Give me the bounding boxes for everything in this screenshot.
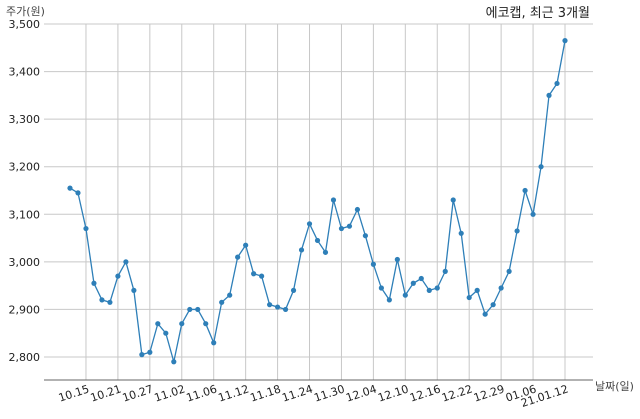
- x-tick-label: 11.02: [153, 382, 187, 404]
- data-point: [530, 211, 536, 217]
- data-point: [330, 197, 337, 203]
- y-axis-ticks: 2,800 2,900 3,000 3,100 3,200 3,300 3,400 3,500: [9, 18, 41, 364]
- y-tick-label: 3,500: [9, 18, 41, 31]
- data-point: [554, 80, 560, 87]
- data-point: [426, 287, 432, 293]
- data-point: [163, 330, 169, 336]
- data-point: [147, 349, 153, 355]
- data-point: [394, 256, 400, 263]
- x-tick-label: 10.27: [121, 382, 155, 404]
- data-point: [139, 352, 145, 358]
- series-line: [69, 40, 566, 362]
- x-tick-label: 11.24: [280, 382, 314, 404]
- data-point: [290, 287, 297, 293]
- x-tick-label: 12.29: [472, 382, 506, 404]
- data-point: [107, 299, 113, 305]
- data-point: [211, 340, 217, 346]
- data-point: [482, 311, 488, 317]
- data-point: [187, 306, 193, 313]
- data-point: [514, 228, 520, 234]
- data-point: [123, 259, 129, 265]
- data-point: [546, 92, 552, 98]
- data-point: [99, 297, 105, 303]
- data-point: [378, 285, 384, 291]
- x-tick-label: 11.18: [249, 382, 283, 404]
- x-tick-label: 10.21: [89, 382, 123, 404]
- y-tick-label: 2,900: [9, 303, 41, 316]
- y-tick-label: 2,800: [9, 351, 41, 364]
- data-point: [410, 280, 416, 286]
- x-tick-label: 12.16: [408, 382, 442, 404]
- data-point: [450, 197, 456, 203]
- data-point: [314, 237, 321, 244]
- grid-lines: [44, 23, 593, 380]
- data-point: [458, 230, 464, 236]
- data-point: [131, 287, 137, 293]
- data-point: [298, 247, 305, 253]
- y-tick-label: 3,400: [9, 66, 41, 79]
- data-point: [402, 292, 408, 298]
- x-tick-label: 10.15: [57, 382, 91, 404]
- y-tick-label: 3,200: [9, 161, 41, 174]
- data-point: [466, 294, 472, 301]
- x-tick-label: 11.30: [312, 382, 346, 404]
- data-point: [243, 242, 249, 248]
- data-point: [386, 297, 392, 303]
- data-point: [362, 233, 368, 239]
- data-point: [75, 190, 81, 196]
- data-points: [67, 38, 568, 365]
- data-point: [322, 249, 329, 255]
- y-tick-label: 3,300: [9, 113, 41, 126]
- data-point: [562, 38, 568, 44]
- data-point: [195, 306, 201, 313]
- data-point: [418, 275, 424, 282]
- y-tick-label: 3,000: [9, 256, 41, 269]
- y-axis-label: 주가(원): [6, 5, 45, 18]
- data-point: [282, 306, 289, 313]
- x-axis-label: 날짜(일): [595, 379, 634, 393]
- data-point: [203, 321, 209, 327]
- data-point: [346, 223, 353, 229]
- data-point: [498, 285, 504, 291]
- data-point: [171, 359, 177, 365]
- chart-title: 에코캡, 최근 3개월: [486, 6, 590, 21]
- x-axis-ticks: 10.1510.2110.2711.0211.0611.1211.1811.24…: [57, 382, 570, 410]
- data-point: [306, 221, 313, 227]
- data-point: [354, 206, 361, 213]
- data-point: [338, 225, 345, 232]
- data-point: [538, 164, 544, 170]
- data-point: [219, 299, 225, 305]
- x-tick-label: 11.12: [217, 382, 251, 404]
- data-point: [91, 280, 97, 286]
- data-point: [474, 287, 480, 293]
- x-tick-label: 11.06: [185, 382, 219, 404]
- x-tick-label: 12.22: [440, 382, 474, 404]
- data-point: [227, 292, 233, 298]
- y-tick-label: 3,100: [9, 208, 41, 221]
- data-point: [179, 321, 185, 327]
- data-point: [235, 254, 241, 260]
- data-point: [434, 285, 440, 291]
- data-point: [83, 225, 89, 232]
- data-point: [251, 271, 257, 277]
- data-point: [155, 321, 161, 327]
- data-point: [506, 268, 512, 274]
- data-point: [267, 302, 273, 308]
- data-point: [115, 273, 121, 279]
- data-point: [490, 302, 496, 308]
- data-point: [67, 185, 73, 191]
- data-point: [259, 273, 265, 279]
- data-point: [442, 268, 448, 274]
- data-point: [522, 187, 528, 194]
- data-point: [370, 261, 376, 267]
- x-tick-label: 12.04: [344, 382, 378, 404]
- x-tick-label: 12.10: [376, 382, 410, 404]
- data-point: [274, 304, 281, 310]
